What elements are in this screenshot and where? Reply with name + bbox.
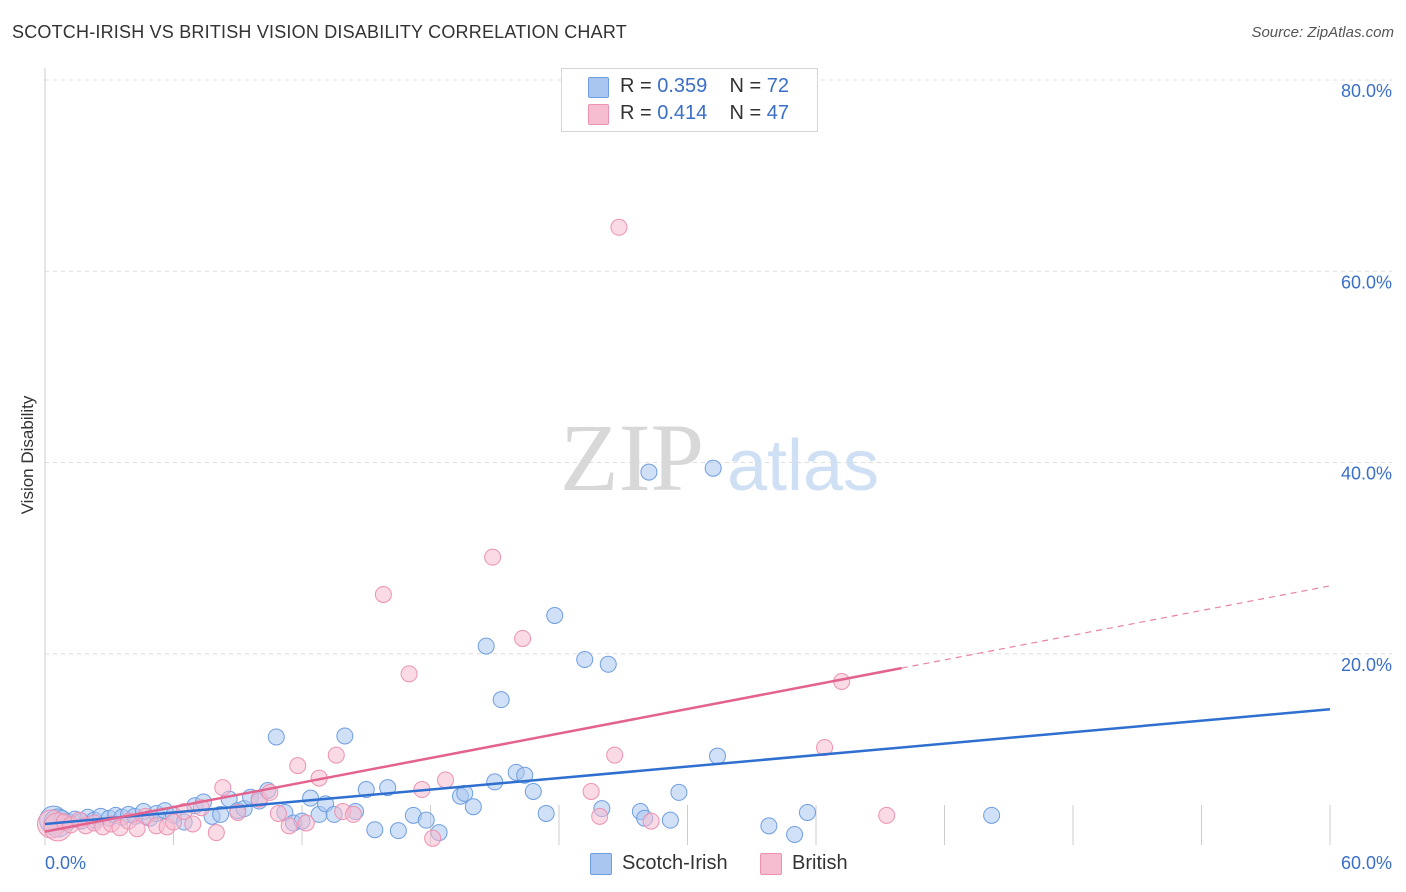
- british-point: [374, 585, 392, 603]
- scotch-irish-point: [786, 825, 804, 843]
- scotch-irish-point: [516, 766, 534, 784]
- y-tick-label: 80.0%: [1341, 81, 1392, 101]
- british-point: [610, 218, 628, 236]
- grid-lines: [44, 68, 1392, 845]
- british-swatch: [588, 104, 609, 125]
- british-point: [214, 779, 232, 797]
- scotch-irish-trend-line: [44, 707, 1331, 826]
- scotch-irish-point: [417, 811, 435, 829]
- y-tick-label: 60.0%: [1341, 272, 1392, 292]
- british-point: [514, 629, 532, 647]
- british-trend-line: [44, 666, 902, 833]
- british-point: [424, 829, 442, 847]
- british-point: [591, 807, 609, 825]
- correlation-legend: R = 0.359 N = 72 R = 0.414 N = 47: [561, 68, 818, 132]
- british-point: [436, 771, 454, 789]
- scotch-irish-point: [670, 783, 688, 801]
- british-point: [289, 757, 307, 775]
- british-legend-label: British: [792, 852, 848, 874]
- british-point: [184, 815, 202, 833]
- british-point: [297, 814, 315, 832]
- british-trend-extension: [901, 585, 1331, 669]
- british-point: [327, 746, 345, 764]
- scotch-irish-point: [267, 728, 285, 746]
- source-label: Source: ZipAtlas.com: [1251, 24, 1394, 41]
- watermark: ZIP atlas: [560, 404, 879, 511]
- scotch-irish-point: [983, 806, 1001, 824]
- scotch-irish-point: [357, 781, 375, 799]
- legend-r-value: 0.359: [657, 75, 708, 97]
- british-point: [642, 812, 660, 830]
- scotch-irish-point: [486, 773, 504, 791]
- scotch-irish-swatch: [588, 77, 609, 98]
- scotch-irish-point: [477, 637, 495, 655]
- british-point: [582, 782, 600, 800]
- legend-n-value: 47: [766, 102, 790, 124]
- scotch-irish-point: [537, 804, 555, 822]
- scotch-irish-point: [599, 655, 617, 673]
- scotch-irish-point: [576, 650, 594, 668]
- scotch-irish-point: [492, 691, 510, 709]
- british-point: [400, 665, 418, 683]
- legend-n-label: N =: [729, 102, 767, 124]
- scotch-irish-point: [546, 607, 564, 624]
- british-point: [229, 803, 247, 821]
- legend-r-value: 0.414: [657, 102, 708, 124]
- scotch-irish-point: [798, 803, 816, 821]
- scotch-irish-legend-swatch: [590, 853, 612, 875]
- scotch-irish-point: [302, 789, 320, 807]
- y-tick-label: 20.0%: [1341, 655, 1392, 675]
- scotch-irish-point: [760, 817, 778, 835]
- british-legend-swatch: [760, 853, 782, 875]
- british-point: [344, 805, 362, 823]
- scotch-irish-legend-label: Scotch-Irish: [622, 852, 728, 874]
- scotch-irish-point: [366, 821, 384, 839]
- british-point: [606, 746, 624, 764]
- british-point: [269, 804, 287, 822]
- tick-labels: 20.0% 40.0% 60.0% 80.0% 0.0% 60.0%: [45, 81, 1392, 873]
- watermark-zip: ZIP: [560, 404, 704, 511]
- british-point: [128, 820, 146, 838]
- scotch-irish-point: [389, 822, 407, 840]
- scotch-irish-point: [704, 459, 722, 477]
- watermark-atlas: atlas: [727, 426, 879, 506]
- british-point: [280, 817, 298, 835]
- scotch-irish-point: [336, 727, 354, 745]
- legend-n-label: N =: [729, 75, 767, 97]
- x-tick-label: 60.0%: [1341, 853, 1392, 873]
- x-tick-label: 0.0%: [45, 853, 86, 873]
- british-point: [165, 813, 182, 831]
- scotch-irish-point: [640, 463, 658, 481]
- data-points: [36, 218, 1001, 847]
- scotch-irish-point: [708, 747, 726, 765]
- british-point: [484, 548, 502, 566]
- british-point: [207, 824, 225, 842]
- scotch-irish-point: [661, 811, 679, 829]
- british-point: [878, 806, 896, 824]
- legend-n-value: 72: [766, 75, 790, 97]
- legend-r-label: R =: [620, 75, 658, 97]
- y-tick-label: 40.0%: [1341, 464, 1392, 484]
- scotch-irish-point: [464, 798, 482, 816]
- trend-lines: [44, 585, 1331, 833]
- scotch-irish-point: [524, 782, 542, 800]
- scotch-irish-point: [212, 805, 230, 823]
- legend-r-label: R =: [620, 102, 658, 124]
- chart-title: SCOTCH-IRISH VS BRITISH VISION DISABILIT…: [12, 22, 627, 42]
- scotch-irish-point: [379, 779, 397, 797]
